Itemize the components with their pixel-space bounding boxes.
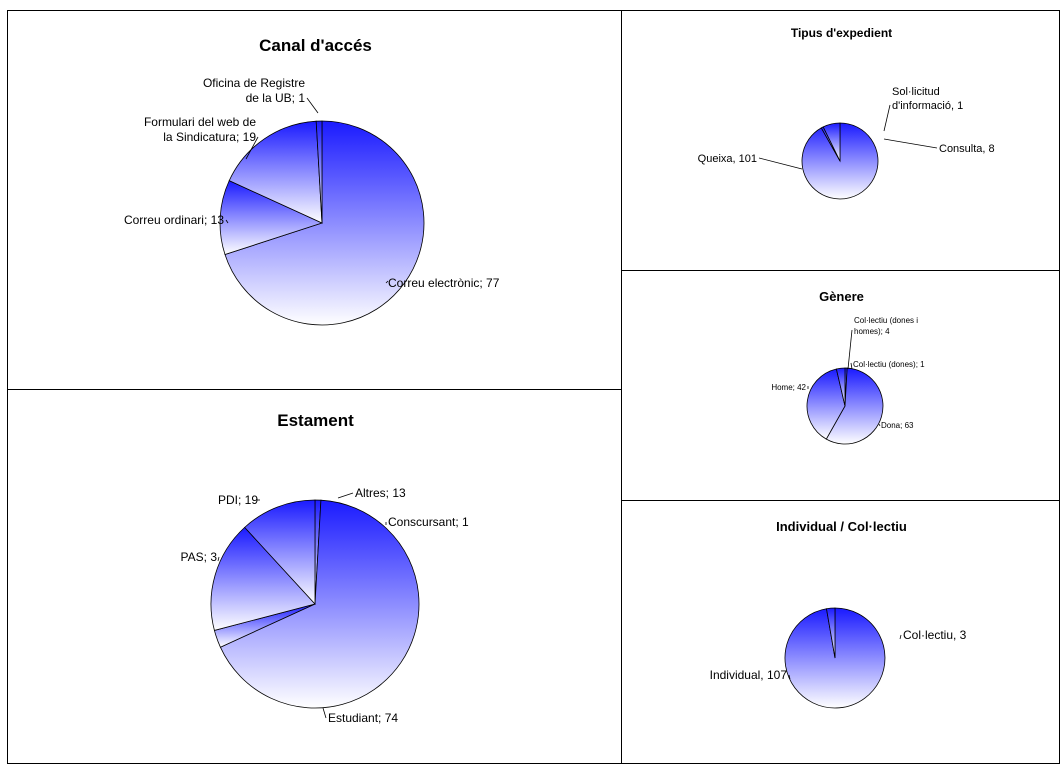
slice-label: Estudiant; 74 — [328, 711, 398, 725]
pie-slice — [822, 122, 841, 162]
slice-label: Consulta, 8 — [939, 143, 995, 155]
pie-slice — [228, 120, 323, 224]
slice-label: Col·lectiu, 3 — [903, 628, 967, 642]
pie-slice — [244, 499, 316, 606]
slice-label: Conscursant; 1 — [388, 515, 469, 529]
chart-panel-individual: Individual / Col·lectiu Individual, 107 Co… — [621, 500, 1060, 764]
pie-chart-individual: Individual / Col·lectiu Individual, 107 Co… — [710, 519, 967, 709]
pie-slice — [219, 499, 420, 709]
leader-line — [850, 362, 853, 370]
slice-label: PDI; 19 — [218, 493, 258, 507]
pie-chart-estament: Estament Conscursant; 1 Estudiant; 74 PAS; … — [181, 411, 470, 725]
leader-line — [847, 329, 853, 370]
chart-title: Tipus d'expedient — [791, 26, 892, 40]
leader-line — [385, 280, 389, 284]
pie-slice — [315, 120, 323, 224]
leader-line — [878, 423, 881, 427]
pie-chart-genere: Gènere Col·lectiu (dones); 1 Dona; 63 Home;… — [771, 289, 925, 445]
leader-line — [788, 674, 791, 680]
leader-line — [758, 157, 803, 170]
leader-line — [306, 97, 319, 114]
chart-panel-tipus: Tipus d'expedient Queixa, 101 Sol·licitud d… — [621, 10, 1060, 271]
slice-label: Col·lectiu (dones i homes); 4 — [854, 316, 918, 336]
pie-slice — [826, 607, 836, 659]
slice-label: Queixa, 101 — [698, 153, 757, 165]
leader-line — [225, 219, 229, 224]
slice-label: Individual, 107 — [710, 668, 788, 682]
slice-label: Altres; 13 — [355, 486, 406, 500]
slice-label: Oficina de Registre de la UB; 1 — [203, 76, 305, 105]
slice-label: Formulari del web de la Sindicatura; 19 — [144, 115, 256, 144]
leader-line — [883, 138, 938, 149]
chart-panel-canal: Canal d'accés Correu electrònic; 77 Correu… — [7, 10, 622, 390]
leader-line — [322, 707, 327, 719]
chart-panel-estament: Estament Conscursant; 1 Estudiant; 74 PAS; … — [7, 389, 622, 764]
chart-title: Estament — [277, 411, 354, 430]
leader-line — [337, 492, 354, 499]
pie-slice — [825, 367, 884, 445]
leader-line — [245, 136, 259, 160]
slice-label: Sol·licitud d'informació, 1 — [892, 86, 963, 112]
chart-panel-genere: Gènere Col·lectiu (dones); 1 Dona; 63 Home;… — [621, 270, 1060, 501]
chart-title: Gènere — [819, 289, 864, 304]
pie-slice — [210, 526, 316, 631]
pie-slice — [806, 368, 846, 440]
pie-slice — [224, 120, 425, 326]
slice-label: Home; 42 — [771, 383, 806, 392]
slice-label: Correu electrònic; 77 — [388, 276, 500, 290]
pie-slice — [835, 367, 846, 407]
chart-title: Canal d'accés — [259, 36, 372, 55]
slice-label: PAS; 3 — [181, 550, 218, 564]
slice-label: Col·lectiu (dones); 1 — [853, 360, 925, 369]
chart-title: Individual / Col·lectiu — [776, 519, 907, 534]
leader-line — [899, 634, 902, 640]
leader-line — [217, 556, 220, 562]
pie-slice — [219, 180, 324, 256]
pie-chart-canal: Canal d'accés Correu electrònic; 77 Correu… — [124, 36, 500, 326]
slice-label: Dona; 63 — [881, 421, 914, 430]
slice-label: Correu ordinari; 13 — [124, 213, 224, 227]
leader-line — [883, 104, 891, 132]
pie-chart-tipus: Tipus d'expedient Queixa, 101 Sol·licitud d… — [698, 26, 995, 200]
